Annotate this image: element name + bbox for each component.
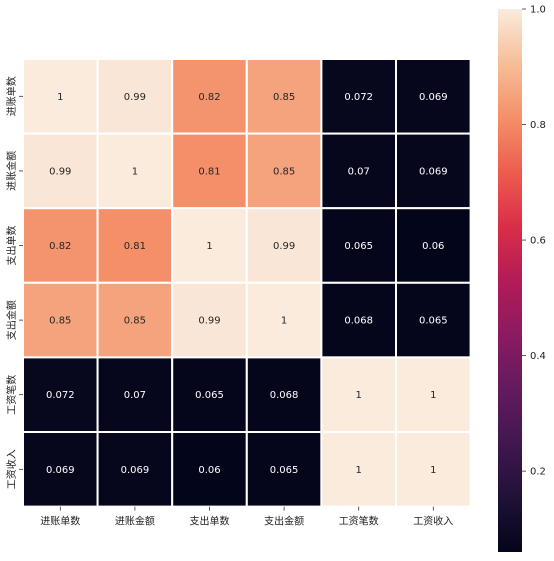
cell-annotation: 0.065 (344, 241, 373, 252)
cell-annotation: 0.85 (273, 166, 295, 177)
colorbar: 0.2 0.4 0.6 0.8 1.0 (498, 5, 546, 552)
heatmap-cell (245, 356, 323, 433)
cell-annotation: 0.82 (198, 92, 220, 103)
heatmap-cell (320, 207, 397, 284)
y-tick-label: 支出单数 (5, 226, 18, 266)
cell-annotation: 0.065 (419, 316, 448, 327)
cell-annotation: 0.07 (124, 390, 146, 401)
cell-annotation: 0.065 (270, 465, 299, 476)
x-tick-label: 进账单数 (40, 515, 80, 528)
heatmap-cell (96, 132, 174, 210)
heatmap-cell (96, 281, 174, 359)
colorbar-tick-label: 0.4 (530, 351, 546, 362)
x-tick-label: 支出金额 (264, 515, 304, 528)
cell-annotation: 0.069 (46, 465, 75, 476)
cell-annotation: 1 (132, 166, 138, 177)
heatmap-cell (245, 281, 323, 359)
cell-annotation: 0.06 (198, 465, 220, 476)
cell-annotation: 1 (356, 390, 362, 401)
y-tick-label: 进账金额 (5, 151, 18, 191)
cell-annotation: 0.85 (49, 316, 71, 327)
heatmap-cell (22, 431, 99, 508)
y-tick-label: 工资笔数 (5, 375, 18, 415)
cell-annotations: 1 0.99 0.82 0.85 0.072 0.069 0.99 1 0.81 0.85 0.07… (46, 92, 448, 476)
cell-annotation: 0.81 (124, 241, 146, 252)
cell-annotation: 1 (430, 465, 436, 476)
x-tick-label: 支出单数 (190, 515, 230, 528)
cell-annotation: 0.069 (121, 465, 150, 476)
cell-annotation: 0.068 (344, 316, 373, 327)
cell-annotation: 0.99 (49, 166, 71, 177)
cell-annotation: 0.068 (270, 390, 299, 401)
heatmap-cell (96, 58, 174, 135)
heatmap-cell (395, 58, 472, 135)
y-tick-label: 工资收入 (5, 449, 18, 489)
heatmap-cell (245, 207, 323, 284)
colorbar-tick-label: 0.8 (530, 120, 546, 131)
heatmap-cell (171, 356, 248, 433)
heatmap-cell (96, 207, 174, 284)
x-tick-label: 工资收入 (413, 515, 453, 528)
cell-annotation: 1 (430, 390, 436, 401)
cell-annotation: 1 (206, 241, 212, 252)
cell-annotation: 0.072 (344, 92, 373, 103)
heatmap-cell (395, 132, 472, 210)
cell-annotation: 0.07 (348, 166, 370, 177)
cell-annotation: 0.82 (49, 241, 71, 252)
cell-annotation: 0.85 (273, 92, 295, 103)
cell-annotation: 0.99 (124, 92, 146, 103)
x-tick-label: 进账金额 (115, 515, 155, 528)
heatmap-cell (320, 356, 397, 433)
heatmap-cell (320, 281, 397, 359)
cell-annotation: 0.069 (419, 166, 448, 177)
cell-annotation: 0.072 (46, 390, 75, 401)
colorbar-tick-label: 0.2 (530, 467, 546, 478)
heatmap-cell (395, 356, 472, 433)
x-tick-label: 工资笔数 (339, 515, 379, 528)
cell-annotation: 0.99 (273, 241, 295, 252)
cell-annotation: 0.06 (422, 241, 444, 252)
heatmap-cell (171, 281, 248, 359)
heatmap-cell (22, 281, 99, 359)
heatmap-cells (22, 58, 472, 508)
cell-annotation: 1 (281, 316, 287, 327)
cell-annotation: 1 (57, 92, 63, 103)
colorbar-tick-label: 1.0 (530, 5, 546, 16)
cell-annotation: 0.065 (195, 390, 224, 401)
colorbar-gradient (498, 9, 522, 552)
cell-annotation: 0.81 (198, 166, 220, 177)
heatmap-cell (395, 207, 472, 284)
heatmap-cell (245, 132, 323, 210)
cell-annotation: 0.069 (419, 92, 448, 103)
heatmap-cell (395, 281, 472, 359)
cell-annotation: 1 (356, 465, 362, 476)
y-tick-label: 支出金额 (5, 300, 18, 340)
cell-annotation: 0.85 (124, 316, 146, 327)
x-axis-tick-labels: 进账单数 进账金额 支出单数 支出金额 工资笔数 工资收入 (40, 506, 453, 528)
heatmap-cell (395, 431, 472, 508)
cell-annotation: 0.99 (198, 316, 220, 327)
colorbar-tick-label: 0.6 (530, 236, 546, 247)
y-tick-label: 进账单数 (5, 76, 18, 116)
